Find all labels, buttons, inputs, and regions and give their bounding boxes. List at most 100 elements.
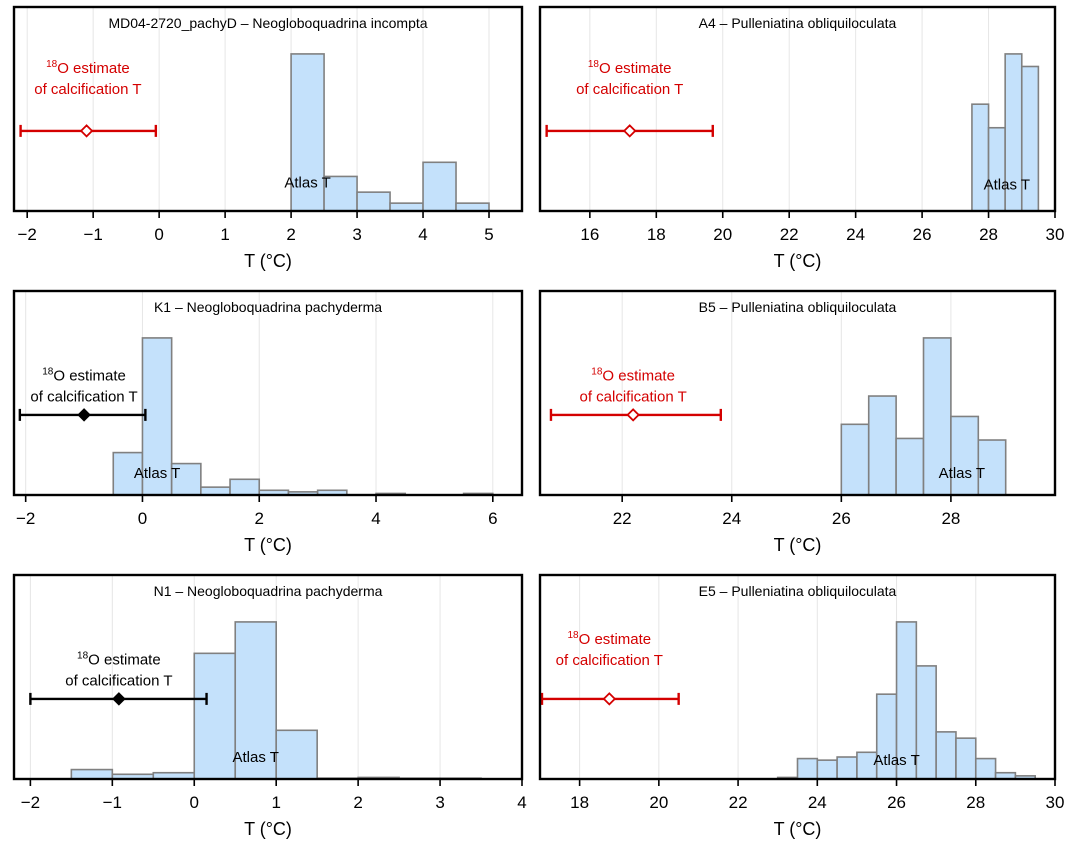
estimate-label-line2: of calcification T [65,672,172,689]
histogram-bar [836,756,858,780]
x-axis-label: T (°C) [774,251,822,271]
x-tick-label: 5 [484,225,493,244]
plot-frame [538,289,1057,497]
histogram-bar [275,729,318,780]
x-tick-label: −2 [16,509,35,528]
plot-frame [12,5,524,213]
x-tick-label: 28 [941,509,960,528]
x-tick-label: 30 [1046,225,1065,244]
histogram-bar [922,337,952,496]
x-tick-label: 22 [780,225,799,244]
x-tick-label: 0 [154,225,163,244]
estimate-errorbar [545,124,714,138]
x-tick-label: 18 [570,793,589,812]
plot-frame [538,573,1057,781]
x-tick-label: 30 [1046,793,1065,812]
chart-title: MD04-2720_pachyD – Neogloboquadrina inco… [108,15,427,31]
x-axis-label: T (°C) [244,819,292,839]
x-tick-label: −2 [17,225,36,244]
estimate-label-line1: 18O estimate [77,650,161,668]
histogram-bar [867,395,897,496]
histogram-bar [70,768,114,780]
histogram-bar [170,462,202,496]
x-tick-label: 20 [649,793,668,812]
chart-panel-4: Atlas T 18O estimate of calcification T B5 … [538,289,1057,555]
x-tick-label: 22 [729,793,748,812]
histogram-bar [112,451,144,496]
bar-label: Atlas T [984,176,1030,193]
estimate-label-superscript: 18 [588,59,600,70]
chart-title: K1 – Neogloboquadrina pachyderma [154,299,382,315]
x-axis-label: T (°C) [244,251,292,271]
estimate-label-line1: 18O estimate [588,59,672,77]
chart-panel-2: Atlas T 18O estimate of calcification T A4 … [538,5,1065,271]
histogram-bar [955,737,977,780]
x-tick-label: 18 [647,225,666,244]
chart-title: A4 – Pulleniatina obliquiloculata [699,15,897,31]
x-tick-label: 24 [846,225,865,244]
x-tick-label: −2 [21,793,40,812]
estimate-label-line1: 18O estimate [591,366,675,384]
x-tick-label: 4 [418,225,427,244]
x-tick-label: 26 [913,225,932,244]
histogram-bar [950,415,980,496]
x-tick-label: 4 [517,793,526,812]
estimate-errorbar [29,692,208,706]
estimate-errorbar [19,124,158,138]
x-tick-label: 4 [371,509,380,528]
x-tick-label: 24 [808,793,827,812]
estimate-label-line2: of calcification T [34,81,141,98]
estimate-label-superscript: 18 [42,366,54,377]
bar-label: Atlas T [873,752,919,769]
estimate-errorbar [540,692,680,706]
plot-frame [538,5,1057,213]
x-tick-label: 28 [966,793,985,812]
estimate-label-superscript: 18 [46,59,58,70]
histogram-bar [290,53,325,212]
estimate-label-superscript: 18 [567,630,579,641]
estimate-errorbar [549,408,722,422]
x-tick-label: 2 [255,509,264,528]
x-tick-label: −1 [83,225,102,244]
x-tick-label: 20 [713,225,732,244]
x-tick-label: 28 [979,225,998,244]
x-tick-label: 26 [887,793,906,812]
plot-frame [12,289,524,497]
estimate-errorbar [18,408,147,422]
plot-frame [12,573,524,781]
chart-panel-3: Atlas T 18O estimate of calcification T K1 … [12,289,524,555]
histogram-bar [895,437,925,496]
bar-label: Atlas T [284,175,330,192]
x-tick-label: 24 [722,509,741,528]
histogram-bar [974,757,997,780]
estimate-label-line1: 18O estimate [567,630,651,648]
x-axis-label: T (°C) [774,819,822,839]
x-axis-label: T (°C) [774,535,822,555]
x-tick-label: 3 [352,225,361,244]
histogram-bar [816,759,838,780]
estimate-marker [626,408,640,422]
estimate-marker [79,124,94,138]
bar-label: Atlas T [233,749,279,766]
x-tick-label: −1 [103,793,122,812]
histogram-bar [971,103,990,212]
estimate-label-line1: 18O estimate [42,366,126,384]
histogram-bar [229,478,261,496]
chart-title: E5 – Pulleniatina obliquiloculata [699,583,897,599]
x-tick-label: 26 [832,509,851,528]
estimate-label-line2: of calcification T [579,388,686,405]
x-tick-label: 22 [613,509,632,528]
estimate-label-line1: 18O estimate [46,59,130,77]
x-tick-label: 1 [220,225,229,244]
estimate-label-superscript: 18 [591,366,603,377]
histogram-bar [422,161,457,212]
x-tick-label: 0 [138,509,147,528]
estimate-label-line2: of calcification T [576,81,683,98]
x-tick-label: 0 [190,793,199,812]
chart-panel-5: Atlas T 18O estimate of calcification T N1 … [12,573,527,839]
estimate-label-line2: of calcification T [556,652,663,669]
estimate-marker [602,692,617,706]
histogram-bar [193,652,237,780]
chart-title: N1 – Neogloboquadrina pachyderma [154,583,383,599]
estimate-marker [77,408,91,422]
